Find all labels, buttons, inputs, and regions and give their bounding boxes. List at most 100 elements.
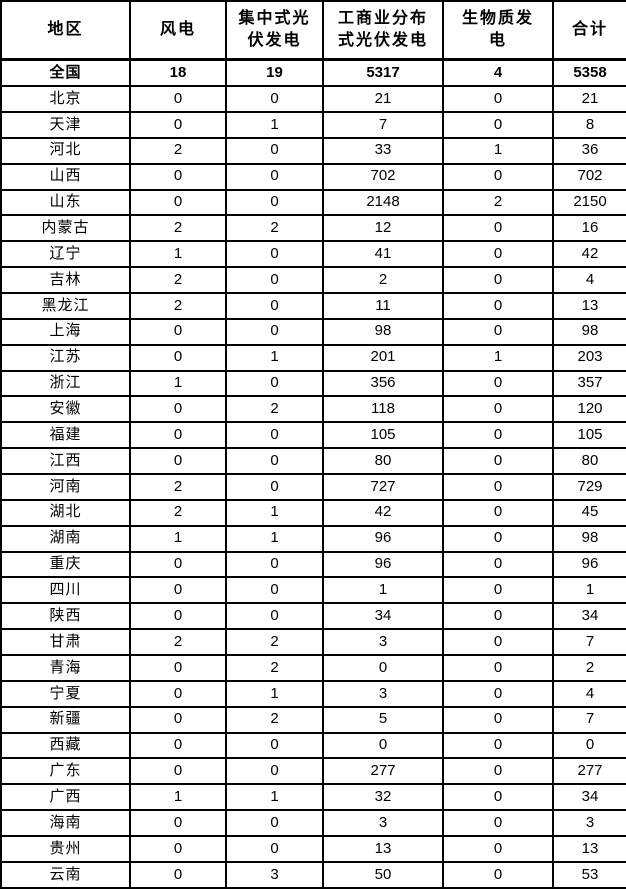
table-header-row: 地区 风电 集中式光伏发电 工商业分布式光伏发电 生物质发电 合计 <box>0 0 626 61</box>
value-cell: 0 <box>129 731 227 760</box>
region-cell: 安徽 <box>0 395 131 424</box>
value-cell: 1 <box>129 240 227 269</box>
value-cell: 0 <box>442 809 554 837</box>
value-cell: 7 <box>552 628 626 656</box>
value-cell: 96 <box>322 550 444 579</box>
table-row: 广东 0 0 277 0 277 <box>0 757 626 786</box>
value-cell: 7 <box>552 705 626 734</box>
value-cell: 2 <box>129 472 227 501</box>
value-cell: 2 <box>442 188 554 217</box>
value-cell: 2 <box>129 214 227 243</box>
value-cell: 118 <box>322 395 444 424</box>
value-cell: 1 <box>225 524 324 553</box>
value-cell: 0 <box>442 860 554 889</box>
value-cell: 0 <box>225 447 324 475</box>
value-cell: 357 <box>552 369 626 398</box>
value-cell: 702 <box>322 162 444 191</box>
value-cell: 0 <box>129 447 227 475</box>
value-cell: 98 <box>322 317 444 346</box>
value-cell: 2 <box>129 498 227 527</box>
value-cell: 0 <box>442 291 554 320</box>
value-cell: 277 <box>552 757 626 786</box>
value-cell: 702 <box>552 162 626 191</box>
header-cell-5: 合计 <box>552 0 626 61</box>
table-row: 广西 1 1 32 0 34 <box>0 783 626 812</box>
value-cell: 5317 <box>322 58 444 88</box>
value-cell: 201 <box>322 343 444 372</box>
value-cell: 0 <box>442 447 554 475</box>
region-cell: 黑龙江 <box>0 291 131 320</box>
value-cell: 5 <box>322 705 444 734</box>
table-row: 内蒙古 2 2 12 0 16 <box>0 214 626 243</box>
value-cell: 0 <box>442 240 554 269</box>
region-cell: 云南 <box>0 860 131 889</box>
value-cell: 105 <box>322 421 444 450</box>
value-cell: 0 <box>442 266 554 294</box>
table-row: 上海 0 0 98 0 98 <box>0 317 626 346</box>
value-cell: 2 <box>225 653 324 682</box>
table-row: 河北 2 0 33 1 36 <box>0 136 626 165</box>
value-cell: 0 <box>129 317 227 346</box>
value-cell: 0 <box>442 317 554 346</box>
value-cell: 12 <box>322 214 444 243</box>
value-cell: 0 <box>225 757 324 786</box>
value-cell: 0 <box>225 317 324 346</box>
region-cell: 湖北 <box>0 498 131 527</box>
value-cell: 0 <box>225 472 324 501</box>
region-cell: 贵州 <box>0 834 131 863</box>
value-cell: 0 <box>129 85 227 113</box>
table-row: 湖南 1 1 96 0 98 <box>0 524 626 553</box>
region-cell: 全国 <box>0 58 131 88</box>
value-cell: 0 <box>225 550 324 579</box>
table-row: 云南 0 3 50 0 53 <box>0 860 626 889</box>
value-cell: 0 <box>442 628 554 656</box>
table-row: 浙江 1 0 356 0 357 <box>0 369 626 398</box>
value-cell: 0 <box>129 705 227 734</box>
header-cell-2: 集中式光伏发电 <box>225 0 324 61</box>
value-cell: 3 <box>552 809 626 837</box>
value-cell: 0 <box>129 860 227 889</box>
value-cell: 0 <box>225 266 324 294</box>
value-cell: 0 <box>442 705 554 734</box>
value-cell: 0 <box>442 85 554 113</box>
table-row: 西藏 0 0 0 0 0 <box>0 731 626 760</box>
value-cell: 21 <box>322 85 444 113</box>
value-cell: 42 <box>552 240 626 269</box>
value-cell: 0 <box>225 369 324 398</box>
header-cell-1: 风电 <box>129 0 227 61</box>
value-cell: 0 <box>129 110 227 139</box>
value-cell: 0 <box>225 240 324 269</box>
value-cell: 277 <box>322 757 444 786</box>
value-cell: 0 <box>129 162 227 191</box>
value-cell: 4 <box>552 679 626 708</box>
region-cell: 青海 <box>0 653 131 682</box>
region-cell: 西藏 <box>0 731 131 760</box>
table-row: 辽宁 1 0 41 0 42 <box>0 240 626 269</box>
value-cell: 0 <box>442 421 554 450</box>
value-cell: 0 <box>129 757 227 786</box>
value-cell: 4 <box>442 58 554 88</box>
table-row: 河南 2 0 727 0 729 <box>0 472 626 501</box>
region-cell: 江西 <box>0 447 131 475</box>
table-row: 江西 0 0 80 0 80 <box>0 447 626 475</box>
value-cell: 0 <box>129 188 227 217</box>
table-row: 黑龙江 2 0 11 0 13 <box>0 291 626 320</box>
region-cell: 河北 <box>0 136 131 165</box>
value-cell: 0 <box>225 731 324 760</box>
region-cell: 广东 <box>0 757 131 786</box>
value-cell: 0 <box>129 550 227 579</box>
value-cell: 45 <box>552 498 626 527</box>
value-cell: 0 <box>129 834 227 863</box>
value-cell: 0 <box>442 498 554 527</box>
region-cell: 宁夏 <box>0 679 131 708</box>
value-cell: 13 <box>552 834 626 863</box>
region-cell: 天津 <box>0 110 131 139</box>
value-cell: 21 <box>552 85 626 113</box>
value-cell: 105 <box>552 421 626 450</box>
table-row: 重庆 0 0 96 0 96 <box>0 550 626 579</box>
value-cell: 13 <box>322 834 444 863</box>
table-row: 山东 0 0 2148 2 2150 <box>0 188 626 217</box>
value-cell: 80 <box>552 447 626 475</box>
region-cell: 海南 <box>0 809 131 837</box>
